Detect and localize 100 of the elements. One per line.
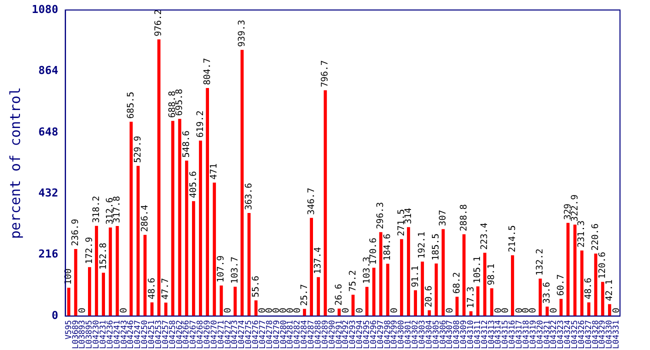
x-tick-label: L04311 (472, 320, 482, 350)
x-tick-label: L04291 (334, 320, 344, 350)
x-tick-label: L04267 (188, 320, 198, 350)
data-label: 172.9 (84, 237, 95, 264)
bar (580, 250, 584, 316)
data-label: 346.7 (306, 188, 317, 215)
x-tick-label: L04319 (528, 320, 538, 350)
x-tick-label: L04325 (570, 320, 580, 350)
x-tick-label: L04326 (576, 320, 586, 350)
data-label: 363.6 (244, 182, 254, 210)
data-label: 75.2 (348, 270, 358, 292)
x-tick-label: L04316 (508, 320, 517, 350)
data-label: 804.7 (202, 58, 213, 86)
data-label: 0 (78, 308, 88, 314)
x-tick-label: L04320 (535, 320, 544, 350)
data-label: 152.8 (98, 242, 109, 270)
bar (546, 306, 549, 316)
data-label: 98.1 (487, 264, 498, 286)
data-label: 318.2 (92, 196, 102, 223)
x-tick-label: L04243 (119, 320, 128, 350)
x-tick-label: L04287 (306, 320, 316, 350)
x-tick-label: L04277 (258, 320, 267, 350)
bar (538, 278, 542, 316)
bar (198, 140, 202, 316)
x-tick-label: L04275 (244, 320, 254, 350)
data-label: 132.2 (536, 248, 546, 276)
x-tick-label: L04282 (292, 320, 302, 350)
data-label: 20.6 (424, 286, 435, 308)
x-tick-label: L04304 (424, 320, 434, 350)
data-label: 236.9 (71, 218, 82, 246)
x-tick-label: L04247 (133, 320, 142, 350)
data-label: 103.7 (230, 256, 241, 284)
x-tick-label: L04284 (300, 320, 309, 350)
data-label: 0 (500, 308, 511, 314)
x-tick-label: L04289 (320, 320, 330, 350)
bar (206, 88, 209, 316)
x-tick-label: L04281 (286, 320, 295, 350)
bar (566, 222, 570, 316)
bar (414, 290, 418, 316)
data-label: 17.3 (466, 286, 476, 308)
x-tick-label: L03893 (78, 320, 87, 350)
bar (130, 122, 133, 316)
bar (67, 288, 70, 316)
bar (462, 234, 466, 316)
x-tick-label: L04278 (264, 320, 274, 350)
x-tick-label: L04250 (140, 320, 150, 350)
x-tick-label: L04324 (563, 320, 572, 350)
bar (601, 282, 604, 316)
data-label: 33.6 (542, 282, 553, 304)
x-tick-label: L04307 (445, 320, 454, 350)
x-tick-label: L04246 (126, 320, 136, 350)
data-label: 26.6 (334, 284, 345, 306)
data-label: 307 (438, 210, 449, 226)
x-tick-label: L04330 (604, 320, 614, 350)
data-label: 0 (328, 308, 338, 314)
bar (178, 118, 182, 316)
y-tick-label: 216 (38, 248, 59, 261)
x-tick-label: L04274 (237, 320, 246, 350)
y-tick-label: 432 (38, 186, 58, 200)
x-tick-label: L04269 (202, 320, 212, 350)
data-label: 471 (210, 163, 220, 180)
x-tick-label: L04329 (598, 320, 607, 350)
bar (379, 232, 382, 316)
y-tick-label: 0 (52, 308, 58, 322)
data-label: 185.5 (432, 233, 442, 261)
x-tick-label: L04299 (390, 320, 399, 350)
bar (573, 224, 576, 316)
x-tick-label: L04296 (368, 320, 378, 350)
bar (560, 298, 563, 316)
data-label: 0 (445, 308, 456, 314)
bar (324, 90, 327, 316)
x-tick-label: L04314 (494, 320, 503, 350)
data-label: 939.3 (237, 20, 248, 47)
x-tick-label: L04231 (98, 320, 108, 350)
bar (136, 166, 140, 316)
x-tick-label: L04309 (459, 320, 468, 350)
bar (476, 286, 480, 316)
bar (74, 248, 78, 316)
x-tick-label: L04321 (542, 320, 552, 350)
data-label: 184.6 (383, 234, 394, 261)
x-tick-label: L03689 (70, 320, 80, 350)
data-label: 25.7 (300, 284, 310, 306)
bar (254, 300, 258, 316)
x-tick-label: L04313 (486, 320, 496, 350)
x-tick-label: V595 (64, 320, 73, 340)
x-tick-label: L04318 (521, 320, 530, 350)
x-tick-label: L04297 (376, 320, 385, 350)
data-label: 105.1 (473, 256, 484, 284)
data-label: 619.2 (196, 110, 206, 138)
bar (171, 120, 174, 316)
data-label: 48.6 (147, 278, 158, 300)
data-label: 0 (341, 308, 352, 314)
data-label: 288.8 (459, 204, 470, 232)
data-label: 214.5 (508, 225, 518, 252)
bar (365, 286, 368, 316)
x-tick-label: L03895 (84, 320, 94, 350)
x-tick-label: L04241 (112, 320, 122, 350)
bar (102, 272, 105, 316)
bar (143, 234, 147, 316)
bar (510, 255, 514, 316)
